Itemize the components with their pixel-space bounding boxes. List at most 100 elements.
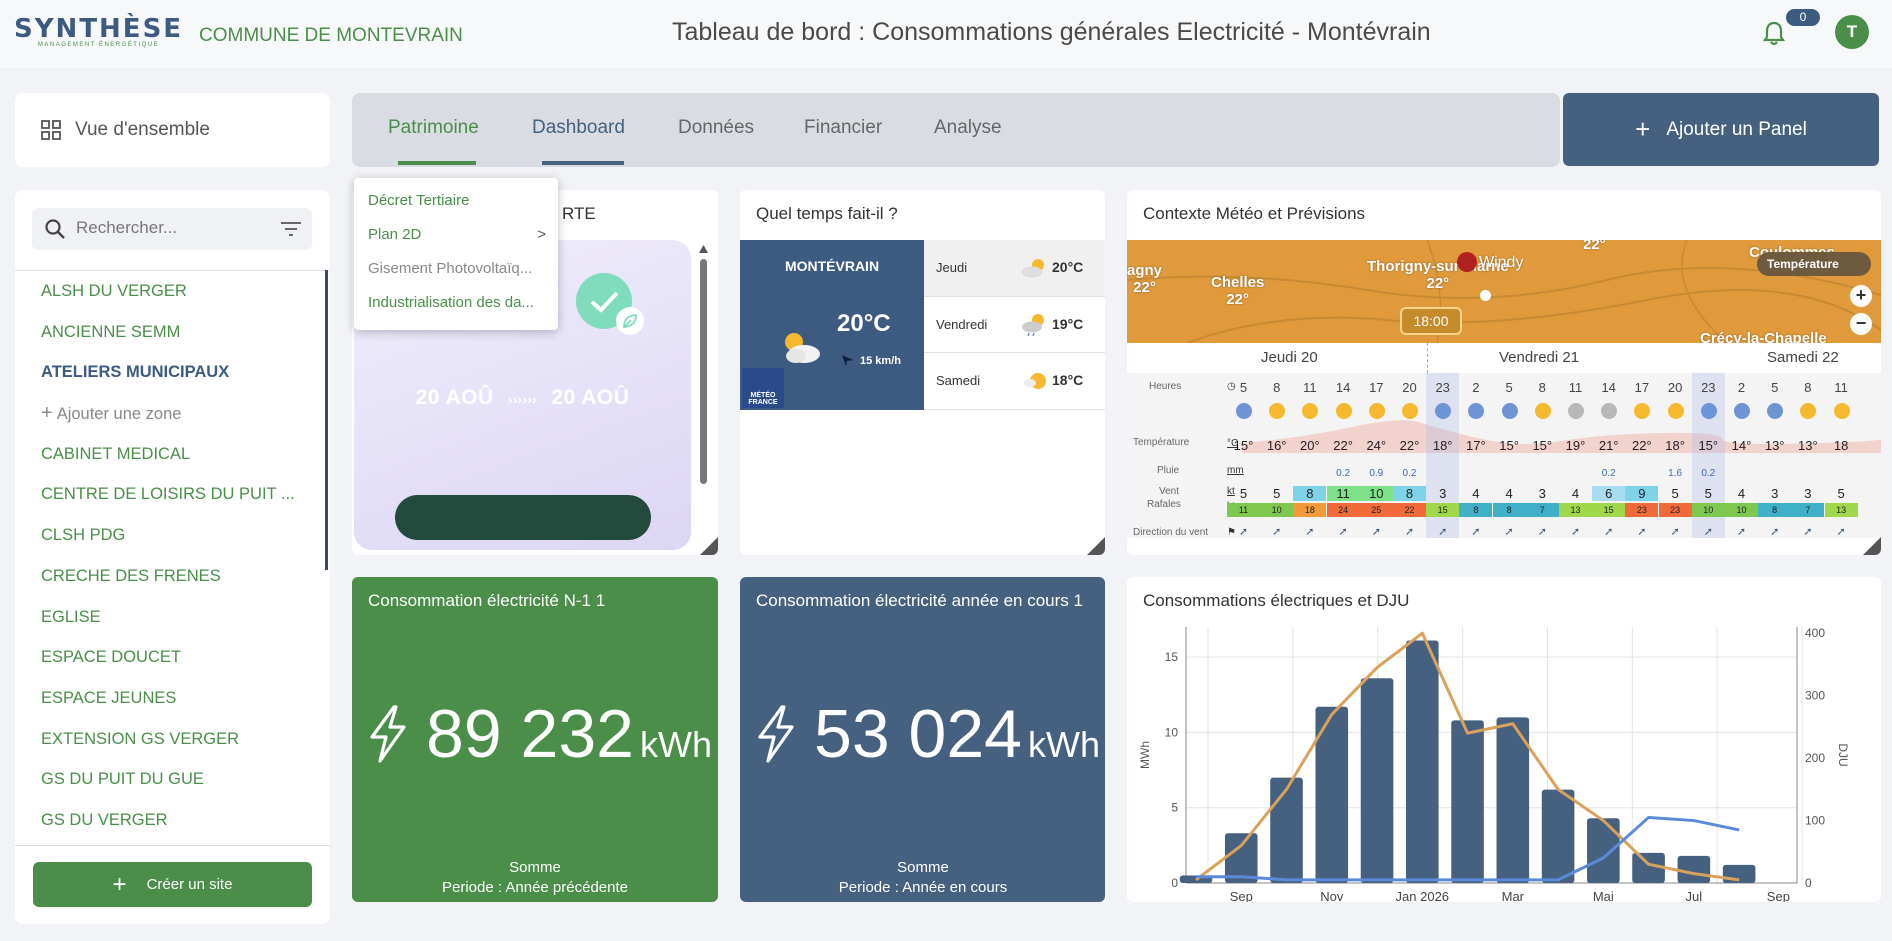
hour-cell: 5 <box>1239 380 1248 395</box>
zoom-out-button[interactable]: − <box>1850 313 1872 335</box>
chart-panel: Consommations électriques et DJU 0 5 10 15 0… <box>1127 577 1881 902</box>
filter-icon[interactable] <box>280 221 302 237</box>
temperature-cell: 13° <box>1798 438 1818 453</box>
tab-dashboard[interactable]: Dashboard <box>532 117 625 138</box>
app-header: SYNTHÈSE MANAGEMENT ÉNERGÉTIQUE COMMUNE … <box>0 0 1892 68</box>
site-item[interactable]: CRECHE DES FRENES <box>41 566 221 585</box>
overview-button[interactable]: Vue d'ensemble <box>15 93 330 167</box>
site-item-active[interactable]: ATELIERS MUNICIPAUX <box>41 363 230 382</box>
moon-icon <box>1236 403 1252 419</box>
menu-item-plan2d[interactable]: Plan 2D > <box>354 218 558 252</box>
add-panel-label: Ajouter un Panel <box>1666 118 1807 140</box>
rte-action-button[interactable] <box>395 495 651 540</box>
row-label-gusts: Rafales <box>1147 499 1181 510</box>
plus-icon: + <box>112 870 127 898</box>
hour-cell: 17 <box>1634 380 1650 395</box>
city-temp: 22° <box>1583 240 1606 253</box>
user-avatar[interactable]: T <box>1835 15 1869 49</box>
wind-cell: 4 <box>1505 486 1513 501</box>
meteo-current: MONTÉVRAIN 20°C 15 km/h MÉTÉO FRANCE <box>740 240 924 410</box>
wind-direction-icon: ➚ <box>1305 526 1315 538</box>
site-item[interactable]: ANCIENNE SEMM <box>41 322 181 341</box>
hour-cell: 23 <box>1701 380 1716 395</box>
weather-map[interactable]: agny 22° Chelles 22° Thorigny-sur-Marne 22°… <box>1127 240 1881 343</box>
site-item[interactable]: ESPACE JEUNES <box>41 688 177 707</box>
panel-title: Contexte Météo et Prévisions <box>1143 204 1366 223</box>
wind-cell: 10 <box>1359 486 1393 501</box>
map-roads <box>1127 240 1881 343</box>
temperature-cell: 18 <box>1833 438 1849 453</box>
search-input[interactable] <box>76 218 266 238</box>
bar <box>1722 864 1756 883</box>
site-item[interactable]: EXTENSION GS VERGER <box>41 729 240 748</box>
site-item[interactable]: ALSH DU VERGER <box>41 282 187 300</box>
site-item[interactable]: ESPACE DOUCET <box>41 648 181 667</box>
resize-handle[interactable] <box>1087 537 1105 555</box>
date-to: 20 AOÛ <box>551 386 630 409</box>
sun-cloud-icon <box>1534 403 1551 419</box>
zoom-in-button[interactable]: + <box>1850 285 1872 307</box>
wind-direction-icon: ➚ <box>1604 526 1614 538</box>
flag-icon: ⚑ <box>1227 527 1236 538</box>
consumption-number: 53 024 <box>814 696 1022 772</box>
wind-cell: 5 <box>1704 486 1712 501</box>
y-axis-label: MWh <box>1138 741 1152 769</box>
wind-cell: 5 <box>1837 486 1845 501</box>
site-item[interactable]: GS DU VERGER <box>41 810 168 829</box>
aggregation-label: Somme <box>509 859 561 876</box>
bar <box>1451 720 1484 883</box>
add-panel-button[interactable]: + Ajouter un Panel <box>1563 93 1879 166</box>
time-slider-label[interactable]: 18:00 <box>1400 307 1462 335</box>
gust-cell: 25 <box>1359 503 1393 517</box>
hour-cell: 5 <box>1771 380 1779 395</box>
sun-cloud-icon <box>1022 259 1044 278</box>
panel-scrollbar[interactable] <box>699 245 708 500</box>
add-zone-item[interactable]: + Ajouter une zone <box>15 393 305 434</box>
menu-item-decret[interactable]: Décret Tertiaire <box>368 192 470 209</box>
hour-cell: 2 <box>1472 380 1480 395</box>
forecast-days: Jeudi 20 Vendredi 21 Samedi 22 <box>1127 343 1881 373</box>
y-tick-label: 0 <box>1171 876 1178 890</box>
site-item[interactable]: CENTRE DE LOISIRS DU PUIT ... <box>41 485 295 504</box>
layer-selector[interactable]: Température <box>1757 252 1871 276</box>
notification-badge[interactable]: 0 <box>1786 9 1820 26</box>
wind-direction-icon: ➚ <box>1736 526 1747 538</box>
create-site-button[interactable]: + Créer un site <box>33 862 312 907</box>
tab-donnees[interactable]: Données <box>678 117 755 138</box>
y2-axis-label: DJU <box>1836 743 1850 766</box>
tab-financier[interactable]: Financier <box>804 117 883 138</box>
bell-icon[interactable] <box>1762 20 1786 48</box>
site-item[interactable]: EGLISE <box>41 607 101 626</box>
wind-direction-icon: ➚ <box>1670 526 1680 538</box>
meteo-panel: Quel temps fait-il ? MONTÉVRAIN 20°C 15 … <box>740 190 1105 555</box>
bar <box>1406 640 1439 883</box>
x-tick-label: Sep <box>1230 889 1253 902</box>
forecast-row: Samedi 18°C <box>924 353 1105 410</box>
site-item[interactable]: CABINET MEDICAL <box>41 444 191 463</box>
city-temp: 22° <box>1133 279 1156 296</box>
temperature-cell: 15° <box>1233 438 1254 453</box>
synthese-logo[interactable]: SYNTHÈSE MANAGEMENT ÉNERGÉTIQUE <box>14 14 183 48</box>
gust-cell: 22 <box>1393 503 1426 517</box>
resize-handle[interactable] <box>1863 537 1881 555</box>
meteo-wind: 15 km/h <box>860 355 901 367</box>
forecast-row: Vendredi 19°C <box>924 297 1105 354</box>
cloud-icon <box>1568 403 1584 419</box>
temperature-cell: 15° <box>1499 438 1519 453</box>
site-item[interactable]: CLSH PDG <box>41 526 126 545</box>
list-scrollbar[interactable] <box>325 270 328 570</box>
tab-analyse[interactable]: Analyse <box>934 117 1002 138</box>
city-name: agny <box>1127 262 1163 279</box>
tab-patrimoine[interactable]: Patrimoine <box>388 117 479 138</box>
resize-handle[interactable] <box>700 537 718 555</box>
site-item[interactable]: GS DU PUIT DU GUE <box>41 770 204 789</box>
y2-tick-label: 400 <box>1805 626 1825 640</box>
row-label-hours: Heures <box>1149 381 1182 392</box>
chevron-right-icon: > <box>537 226 546 243</box>
sun-icon <box>1302 403 1319 419</box>
wind-direction-icon: ➚ <box>1703 526 1713 538</box>
forecast-day: Vendredi <box>936 316 988 332</box>
menu-item-gisement[interactable]: Gisement Photovoltaïq... <box>368 260 533 277</box>
y2-tick-label: 0 <box>1805 876 1812 890</box>
menu-item-industrialisation[interactable]: Industrialisation des da... <box>368 294 534 311</box>
